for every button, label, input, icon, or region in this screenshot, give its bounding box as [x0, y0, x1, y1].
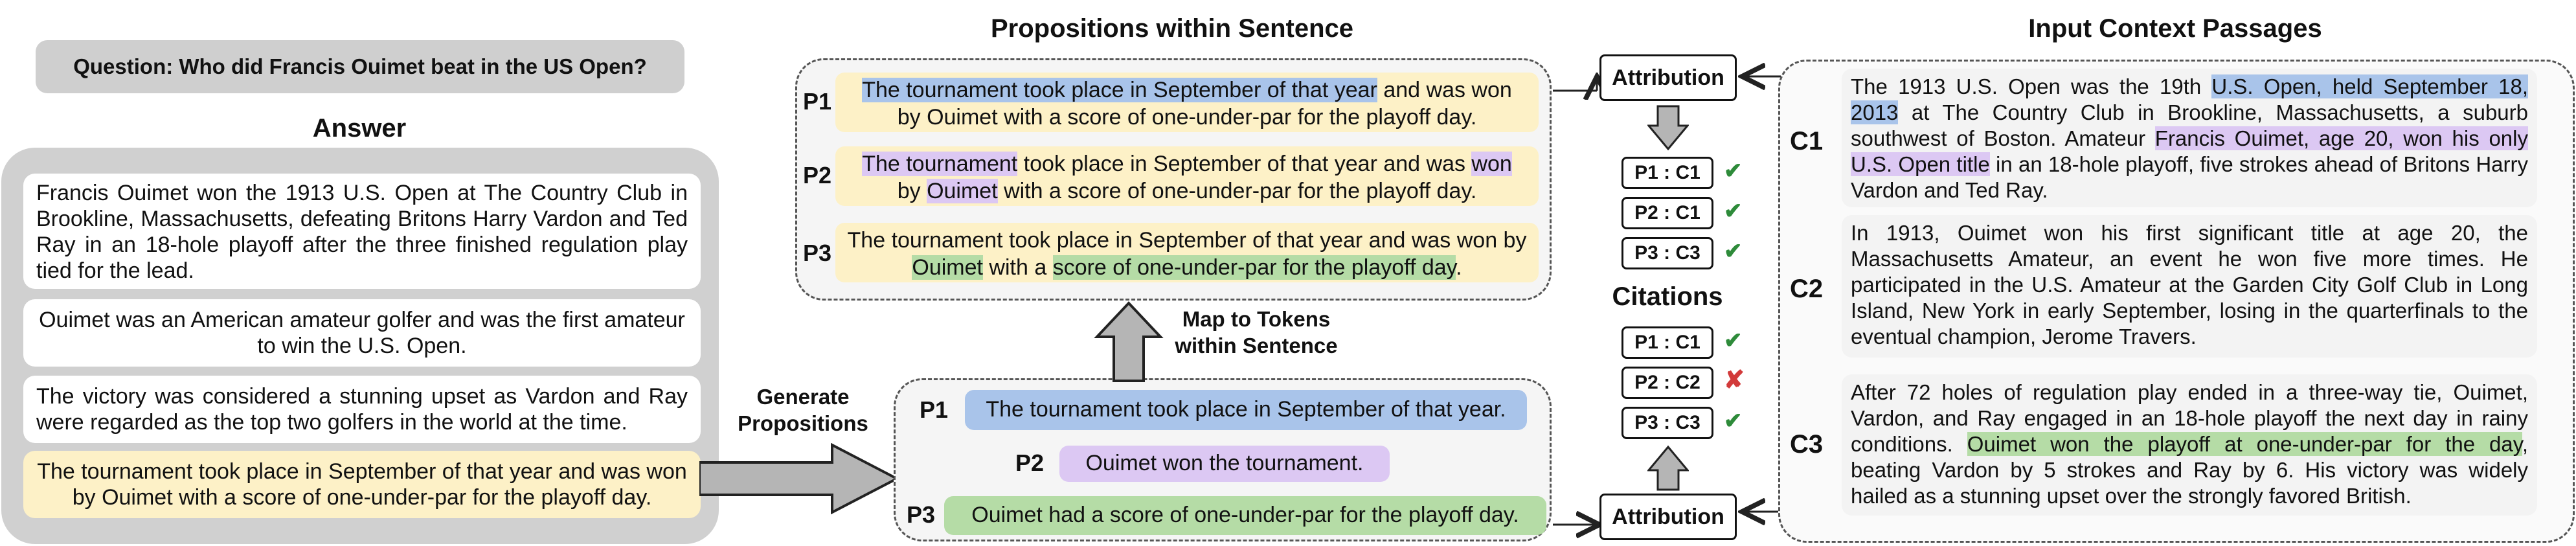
generate-label-line-2: Propositions — [738, 411, 868, 435]
attr-result-3-text: P3 : C3 — [1634, 242, 1700, 264]
c3-highlight-green: Ouimet won the playoff at one-under-par … — [1967, 432, 2522, 456]
within-p1-text-b: by Ouimet with a score of one-under-par … — [897, 105, 1477, 130]
within-p2: The tournament took place in September o… — [835, 146, 1539, 206]
citation-3-text: P3 : C3 — [1634, 412, 1700, 433]
attr-result-1-check-icon: ✔ — [1724, 159, 1743, 183]
generate-arrow — [699, 443, 900, 514]
c2-label: C2 — [1790, 275, 1824, 303]
within-p3-text-a: The tournament took place in September o… — [847, 228, 1527, 253]
c1-text-b: at The Country Club in Brookline, Massac… — [1851, 100, 2528, 150]
within-p2-text-c: with a score of one-under-par for the pl… — [997, 179, 1477, 203]
c3-label: C3 — [1790, 430, 1824, 459]
gen-p2-label: P2 — [1015, 449, 1045, 476]
attribution-top: Attribution — [1599, 54, 1737, 101]
c1-text-a: The 1913 U.S. Open was the 19th — [1851, 74, 2212, 98]
citation-2-text: P2 : C2 — [1634, 372, 1700, 393]
citation-1-check-icon: ✔ — [1724, 328, 1743, 353]
attr-result-2: P2 : C1 — [1621, 197, 1713, 229]
within-p1-label: P1 — [803, 88, 832, 115]
citation-1-text: P1 : C1 — [1634, 332, 1700, 353]
citation-3-check-icon: ✔ — [1724, 409, 1743, 433]
attr-result-3: P3 : C3 — [1621, 237, 1713, 269]
connector-lines — [1553, 0, 1781, 546]
map-label: Map to Tokens within Sentence — [1166, 306, 1347, 359]
gen-p3: Ouimet had a score of one-under-par for … — [944, 496, 1546, 535]
within-p3-highlight-a: Ouimet — [912, 255, 983, 280]
answer-sentence-3: The victory was considered a stunning up… — [23, 376, 701, 443]
within-p1-highlight: The tournament took place in September o… — [862, 78, 1377, 102]
attribution-bottom-label: Attribution — [1612, 504, 1724, 529]
attribution-bottom-arrow — [1647, 445, 1689, 491]
c3-text-b: , beating Vardon by 5 strokes and Ray by… — [1851, 432, 2528, 508]
within-p3-label: P3 — [803, 240, 832, 266]
question-text: Question: Who did Francis Ouimet beat in… — [73, 54, 647, 78]
map-label-line-1: Map to Tokens — [1182, 307, 1331, 331]
within-p2-text-a: took place in September of that year and… — [1017, 152, 1472, 176]
attr-result-1: P1 : C1 — [1621, 157, 1713, 189]
citation-2-cross-icon: ✘ — [1724, 367, 1745, 394]
within-p2-highlight-a: The tournament — [862, 152, 1018, 176]
answer-sentence-2: Ouimet was an American amateur golfer an… — [23, 299, 701, 367]
attribution-top-label: Attribution — [1612, 65, 1724, 90]
generate-label-line-1: Generate — [756, 385, 850, 409]
answer-title: Answer — [312, 114, 407, 142]
gen-p1-label: P1 — [920, 396, 949, 423]
c1-label: C1 — [1790, 127, 1824, 155]
attr-result-1-text: P1 : C1 — [1634, 162, 1700, 183]
answer-sentence-4: The tournament took place in September o… — [23, 451, 701, 518]
propositions-title: Propositions within Sentence — [990, 14, 1354, 43]
map-arrow — [1094, 301, 1164, 382]
within-p2-highlight-b: won — [1471, 152, 1512, 176]
within-p1-text-a: and was won — [1377, 78, 1512, 102]
attribution-top-arrow — [1647, 105, 1689, 151]
attr-result-3-check-icon: ✔ — [1724, 239, 1743, 264]
within-p2-highlight-c: Ouimet — [927, 179, 998, 203]
attr-result-2-text: P2 : C1 — [1634, 202, 1700, 223]
attribution-bottom: Attribution — [1599, 494, 1737, 540]
citation-1: P1 : C1 — [1621, 326, 1713, 359]
generate-label: Generate Propositions — [725, 383, 881, 437]
within-p3: The tournament took place in September o… — [835, 223, 1539, 282]
context-c2: In 1913, Ouimet won his first significan… — [1842, 215, 2537, 358]
within-p3-highlight-b: score of one-under-par for the playoff d… — [1052, 255, 1456, 280]
citations-title: Citations — [1612, 282, 1723, 311]
question-box: Question: Who did Francis Ouimet beat in… — [36, 40, 684, 93]
gen-p1: The tournament took place in September o… — [965, 390, 1527, 430]
citation-3: P3 : C3 — [1621, 407, 1713, 439]
citation-2: P2 : C2 — [1621, 367, 1713, 399]
c3-text-a: After 72 holes of regulation play ended … — [1851, 380, 2528, 456]
c1-text-c: in an 18-hole playoff, five strokes ahea… — [1851, 152, 2528, 202]
attr-result-2-check-icon: ✔ — [1724, 199, 1743, 223]
within-p2-label: P2 — [803, 162, 832, 188]
context-c1: The 1913 U.S. Open was the 19th U.S. Ope… — [1842, 69, 2537, 207]
context-title: Input Context Passages — [2028, 14, 2322, 43]
within-p2-text-b: by — [897, 179, 927, 203]
context-c3: After 72 holes of regulation play ended … — [1842, 374, 2537, 516]
gen-p2: Ouimet won the tournament. — [1059, 446, 1390, 482]
within-p1: The tournament took place in September o… — [835, 73, 1539, 132]
gen-p3-label: P3 — [907, 501, 936, 528]
within-p3-text-b: with a — [982, 255, 1053, 280]
map-label-line-2: within Sentence — [1175, 334, 1338, 358]
answer-sentence-1: Francis Ouimet won the 1913 U.S. Open at… — [23, 174, 701, 289]
within-p3-text-c: . — [1456, 255, 1462, 280]
